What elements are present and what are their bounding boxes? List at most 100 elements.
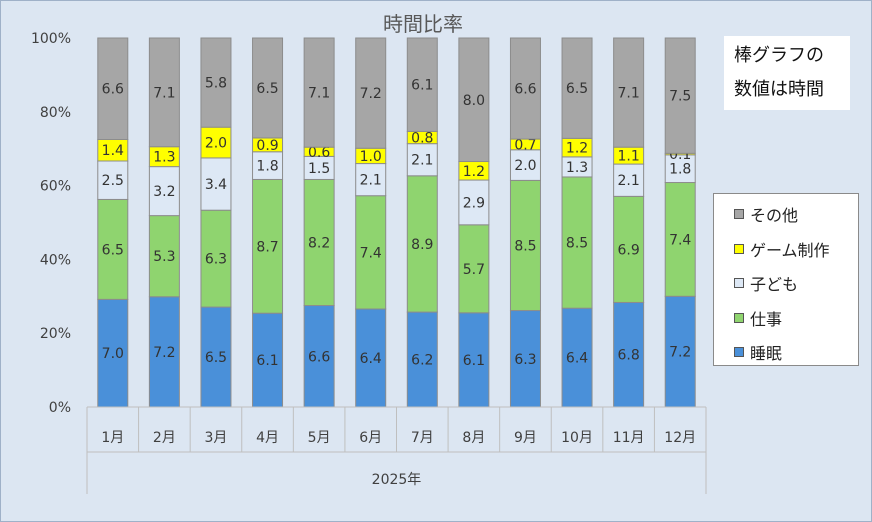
data-label: 1.8 (256, 159, 278, 175)
bar-segment (355, 37, 387, 149)
bar-segment (148, 37, 180, 148)
data-label: 0.7 (514, 137, 536, 153)
data-label: 6.3 (205, 252, 227, 268)
data-label: 2.9 (463, 195, 485, 211)
x-tick-label: 7月 (411, 430, 434, 446)
bar-segment (303, 178, 335, 307)
bar-segment (613, 37, 645, 148)
data-label: 6.2 (411, 353, 433, 369)
bar-segment (458, 179, 490, 226)
data-label: 7.5 (669, 89, 691, 105)
bar-segment (200, 37, 232, 128)
data-label: 6.6 (514, 82, 536, 98)
legend-swatch (734, 209, 744, 220)
x-tick-label: 11月 (613, 430, 645, 446)
y-tick-label: 40% (40, 252, 71, 268)
data-label: 7.2 (360, 86, 382, 102)
bar-segment (561, 37, 593, 139)
data-label: 1.5 (308, 161, 330, 177)
bar-segment (303, 305, 335, 408)
data-label: 8.7 (256, 239, 278, 255)
bar-segment (458, 312, 490, 408)
bar-segment (509, 37, 541, 140)
data-label: 6.3 (514, 352, 536, 368)
y-tick-label: 20% (40, 326, 71, 342)
data-label: 1.3 (153, 150, 175, 166)
data-label: 2.0 (514, 158, 536, 174)
data-label: 7.1 (308, 86, 330, 102)
bar-segment (664, 154, 696, 184)
x-tick-label: 5月 (308, 430, 331, 446)
bar-segment (252, 37, 284, 139)
data-label: 7.1 (153, 85, 175, 101)
data-label: 0.9 (256, 138, 278, 154)
bar-segment (97, 298, 129, 408)
data-label: 6.1 (463, 353, 485, 369)
data-label: 7.2 (669, 345, 691, 361)
data-label: 2.5 (102, 173, 124, 189)
data-label: 1.4 (102, 143, 124, 159)
bars: 7.0 6.5 2.5 1.4 6.6 7.2 5.3 3.2 1.3 7.1 6.5 6.3 3.4 2… (97, 37, 696, 408)
x-tick-label: 2月 (153, 430, 176, 446)
bar-segment (664, 182, 696, 297)
x-tick-label: 12月 (664, 430, 696, 446)
data-label: 6.5 (566, 81, 588, 97)
legend-label: その他 (750, 206, 799, 226)
bar-segment (97, 37, 129, 140)
legend-swatch (734, 243, 744, 254)
y-tick-label: 60% (40, 179, 71, 195)
data-label: 5.7 (463, 262, 485, 278)
data-label: 8.9 (411, 237, 433, 253)
legend-item: 睡眠 (734, 335, 858, 370)
data-label: 1.8 (669, 162, 691, 178)
bar-segment (303, 37, 335, 148)
bar-segment (458, 37, 490, 163)
data-label: 6.8 (617, 348, 639, 364)
y-tick-label: 100% (31, 31, 71, 47)
data-label: 1.2 (566, 141, 588, 157)
data-label: 1.0 (360, 149, 382, 165)
x-tick-label: 6月 (359, 430, 382, 446)
bar-segment (509, 310, 541, 408)
bar-segment (148, 215, 180, 298)
data-label: 8.2 (308, 235, 330, 251)
bar-segment (406, 37, 438, 132)
data-label: 6.6 (102, 82, 124, 98)
data-label: 6.1 (411, 78, 433, 94)
data-label: 1.3 (566, 160, 588, 176)
data-label: 0.6 (308, 145, 330, 161)
data-label: 7.0 (102, 346, 124, 362)
legend-label: 仕事 (750, 309, 783, 329)
data-label: 6.4 (566, 351, 588, 367)
legend-swatch (734, 312, 744, 323)
x-group-label: 2025年 (372, 472, 422, 488)
legend-item: その他 (734, 197, 858, 232)
bar-segment (200, 209, 232, 308)
bar-segment (252, 151, 284, 180)
legend-label: 睡眠 (750, 344, 783, 364)
y-axis: 0% 20% 40% 60% 80% 100% (31, 31, 71, 416)
data-label: 3.2 (153, 184, 175, 200)
bar-segment (561, 176, 593, 309)
legend-item: ゲーム制作 (734, 232, 858, 267)
note-line-2: 数値は時間 (734, 79, 824, 100)
data-label: 2.1 (411, 153, 433, 169)
x-tick-label: 4月 (256, 430, 279, 446)
y-tick-label: 80% (40, 105, 71, 121)
data-label: 6.9 (617, 242, 639, 258)
chart-title: 時間比率 (383, 12, 463, 36)
data-label: 6.5 (205, 350, 227, 366)
note-line-1: 棒グラフの (734, 45, 824, 66)
data-label: 6.4 (360, 351, 382, 367)
bar-segment (406, 175, 438, 313)
data-label: 1.2 (463, 164, 485, 180)
data-label: 2.0 (205, 136, 227, 152)
legend-item: 仕事 (734, 301, 858, 336)
y-tick-label: 0% (49, 400, 71, 416)
data-label: 5.3 (153, 249, 175, 265)
data-label: 7.4 (669, 232, 691, 248)
bar-segment (355, 308, 387, 408)
data-label: 7.4 (360, 245, 382, 261)
data-label: 8.5 (514, 238, 536, 254)
